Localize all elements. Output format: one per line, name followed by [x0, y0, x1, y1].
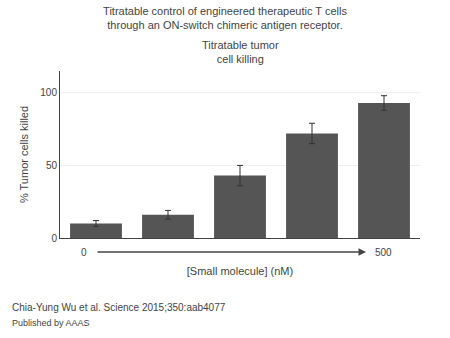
svg-text:[Small molecule] (nM): [Small molecule] (nM): [187, 265, 293, 277]
svg-text:Titratable control of engineer: Titratable control of engineered therape…: [103, 5, 347, 31]
svg-text:Chia-Yung Wu et al. Science 20: Chia-Yung Wu et al. Science 2015;350:aab…: [12, 302, 226, 313]
svg-text:50: 50: [46, 160, 58, 171]
svg-text:500: 500: [375, 247, 392, 258]
svg-text:100: 100: [40, 87, 57, 98]
svg-text:Titratable tumorcell killing: Titratable tumorcell killing: [202, 39, 279, 65]
svg-text:0: 0: [81, 247, 87, 258]
svg-text:% Tumor cells killed: % Tumor cells killed: [18, 106, 30, 203]
svg-text:0: 0: [51, 233, 57, 244]
svg-text:Published by AAAS: Published by AAAS: [12, 318, 90, 328]
